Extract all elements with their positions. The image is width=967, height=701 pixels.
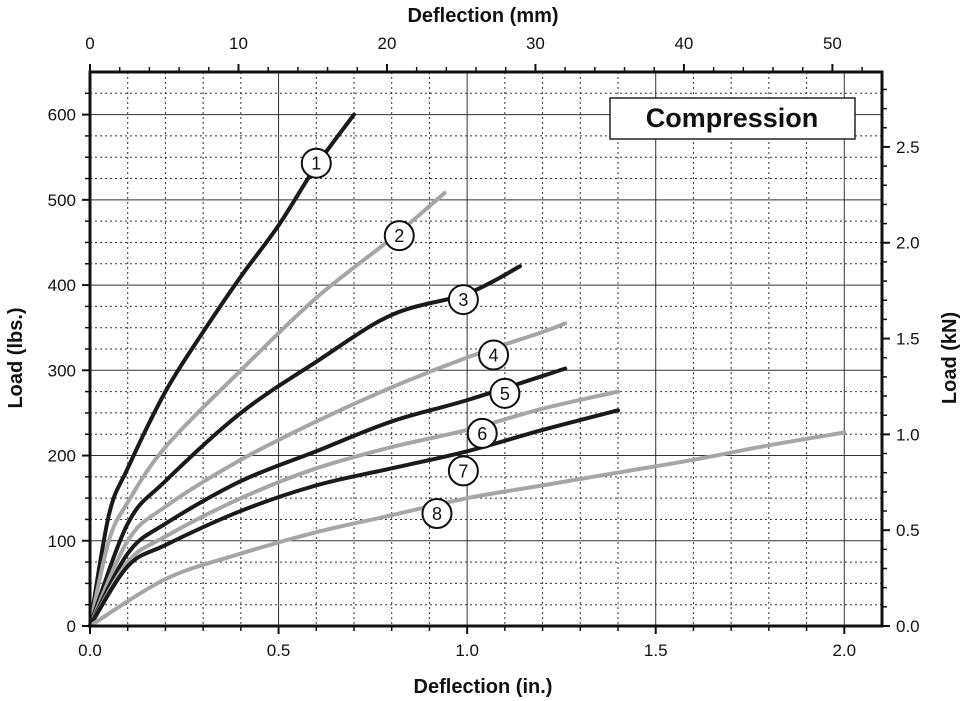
y2-tick-label: 1.5 [896, 330, 920, 349]
series-line-4 [88, 321, 568, 628]
y2-tick-label: 0.5 [896, 521, 920, 540]
x-tick-label: 0.0 [78, 641, 102, 660]
series-marker-4: 4 [478, 339, 510, 371]
series-line-2 [88, 191, 447, 628]
x-tick-label: 0.5 [267, 641, 291, 660]
series-lines [88, 112, 847, 628]
legend-box: Compression [609, 97, 856, 140]
series-marker-6: 6 [466, 417, 498, 449]
series-marker-7: 7 [447, 455, 479, 487]
y2-tick-label: 0.0 [896, 617, 920, 636]
series-marker-label: 8 [432, 504, 442, 524]
chart-title: Compression [646, 103, 819, 133]
series-line-6 [88, 389, 620, 628]
x2-tick-label: 10 [229, 34, 248, 53]
axis-ticks: 0.0 0.5 1.0 1.5 2.00 10 20 30 40 5001002003004005… [48, 34, 920, 660]
series-line-3 [88, 264, 522, 628]
x2-tick-label: 40 [674, 34, 693, 53]
y2-axis-title: Load (kN) [939, 312, 961, 404]
series-marker-circle [478, 339, 510, 371]
y-tick-label: 200 [48, 447, 76, 466]
x2-tick-label: 50 [823, 34, 842, 53]
series-marker-2: 2 [383, 220, 415, 252]
grid [90, 72, 882, 626]
series-marker-3: 3 [447, 284, 479, 316]
x-tick-label: 1.0 [455, 641, 479, 660]
x2-axis-title: Deflection (mm) [407, 5, 558, 27]
y-tick-label: 0 [67, 617, 76, 636]
series-marker-circle [447, 455, 479, 487]
series-marker-circle [489, 377, 521, 409]
x2-tick-label: 30 [526, 34, 545, 53]
series-marker-label: 7 [458, 461, 468, 481]
y-tick-label: 300 [48, 361, 76, 380]
y-tick-label: 100 [48, 532, 76, 551]
series-marker-label: 3 [458, 290, 468, 310]
x-tick-label: 2.0 [832, 641, 856, 660]
y2-tick-label: 1.0 [896, 425, 920, 444]
series-marker-circle [383, 220, 415, 252]
series-marker-label: 5 [500, 384, 510, 404]
series-marker-1: 1 [300, 147, 332, 179]
series-marker-circle [421, 497, 453, 529]
series-line-1 [88, 112, 356, 628]
series-line-5 [88, 366, 568, 628]
series-marker-8: 8 [421, 497, 453, 529]
x2-tick-label: 0 [85, 34, 94, 53]
x-tick-label: 1.5 [644, 641, 668, 660]
series-marker-circle [466, 417, 498, 449]
y-tick-label: 500 [48, 191, 76, 210]
series-marker-5: 5 [489, 377, 521, 409]
x-axis-title: Deflection (in.) [414, 676, 553, 698]
y-axis-title: Load (lbs.) [5, 307, 27, 408]
series-line-8 [88, 430, 847, 628]
series-marker-label: 2 [394, 226, 404, 246]
y-tick-label: 600 [48, 106, 76, 125]
series-marker-label: 1 [311, 154, 321, 174]
y-tick-label: 400 [48, 276, 76, 295]
y2-tick-label: 2.5 [896, 138, 920, 157]
series-marker-circle [447, 284, 479, 316]
series-marker-circle [300, 147, 332, 179]
series-marker-label: 6 [477, 424, 487, 444]
x2-tick-label: 20 [378, 34, 397, 53]
series-line-7 [88, 408, 620, 628]
y2-tick-label: 2.0 [896, 234, 920, 253]
series-marker-label: 4 [489, 345, 499, 365]
